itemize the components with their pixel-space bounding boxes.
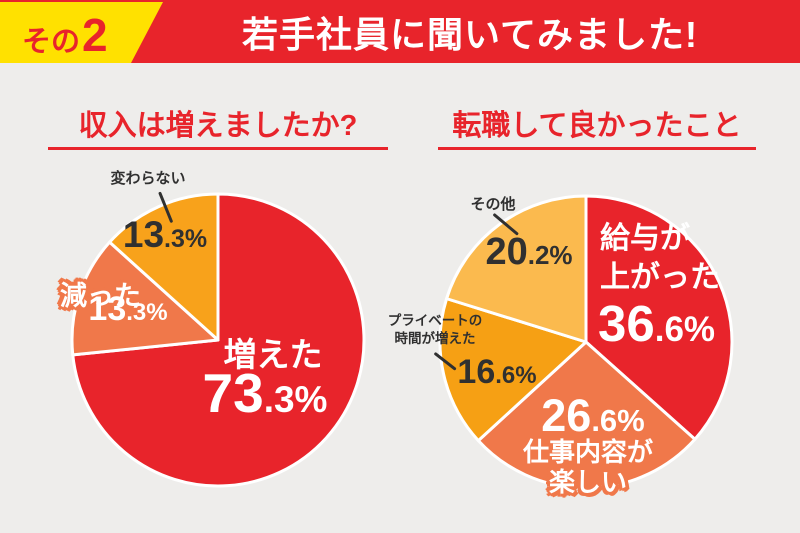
badge-number: 2 <box>82 9 108 61</box>
page-title: 若手社員に聞いてみました! <box>242 13 698 55</box>
slice-value-sonota: 20.2% <box>485 231 573 273</box>
benefits-pie-chart: その他 20.2% 給与が 上がった 36.6% プライベートの 時間が増えた … <box>388 192 736 497</box>
pie-slice-1 <box>476 340 697 490</box>
slice-label-private: プライベートの 時間が増えた <box>387 313 483 346</box>
pie-slice-0 <box>584 194 734 441</box>
section-number-badge: その 2 <box>0 2 163 63</box>
pie-slice-1 <box>70 240 220 357</box>
slice-value-kyuyo: 36.6% <box>598 295 716 352</box>
benefits-pie-svg <box>438 194 734 490</box>
pie-slice-2 <box>108 192 220 342</box>
slice-label-kawaranai: 変わらない <box>110 170 186 187</box>
slice-label-hetta: 減った <box>60 281 141 311</box>
pie-slice-2 <box>438 297 588 443</box>
income-pie-chart: 変わらない 13.3% 減った 13.3% 増えた 73.3% <box>60 170 368 490</box>
income-pie-svg <box>70 192 366 488</box>
right-chart-title: 転職して良かったこと <box>452 110 742 142</box>
slice-label-shigoto: 仕事内容が 楽しい <box>522 437 653 497</box>
left-chart-title: 収入は増えましたか? <box>78 110 358 142</box>
left-title-underline <box>48 147 388 150</box>
right-title-underline <box>438 147 756 150</box>
slice-value-fueta: 73.3% <box>202 362 328 424</box>
badge-prefix: その <box>22 26 81 58</box>
slice-label-fueta: 増えた <box>223 336 323 373</box>
pie-slice-3 <box>445 194 588 344</box>
slice-label-sonota: その他 <box>470 196 516 213</box>
slice-value-kawaranai: 13.3% <box>122 214 208 255</box>
slice-value-shigoto: 26.6% <box>541 390 645 441</box>
slice-value-hetta: 13.3% <box>88 290 168 328</box>
slice-value-private: 16.6% <box>457 353 537 391</box>
slice-label-kyuyo: 給与が 上がった <box>600 222 720 294</box>
